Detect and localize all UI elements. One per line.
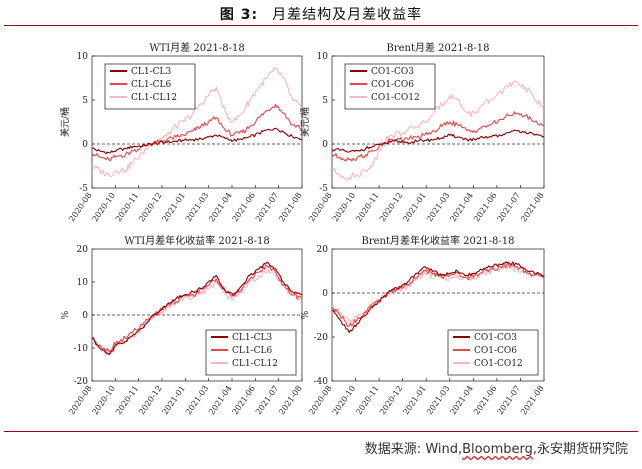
chart-title: WTI月差年化收益率 2021-8-18	[124, 234, 269, 247]
y-tick-label: 0	[82, 140, 88, 150]
y-tick-label: -20	[314, 333, 329, 343]
figure-label: 图 3:	[219, 7, 259, 23]
y-tick-label: -20	[74, 377, 89, 387]
legend-label: CO1-CO12	[371, 93, 420, 103]
x-tick-label: 2021-08	[277, 191, 303, 223]
y-tick-label: 0	[82, 311, 88, 321]
legend-label: CO1-CO3	[474, 333, 517, 343]
y-tick-label: 0	[322, 289, 328, 299]
y-tick-label: 10	[317, 52, 329, 62]
series-line-co1-co6	[332, 111, 544, 162]
legend-label: CL1-CL12	[232, 359, 278, 369]
series-line-co1-co12	[332, 80, 544, 181]
series-line-cl1-cl3	[92, 261, 302, 356]
y-tick-label: -5	[79, 184, 88, 194]
legend: CO1-CO3 CO1-CO6 CO1-CO12	[344, 63, 436, 110]
source-note: 数据来源: Wind,Bloomberg,永安期货研究院	[365, 438, 628, 457]
x-tick-label: 2021-08	[277, 384, 303, 416]
legend-label: CO1-CO3	[371, 67, 414, 77]
chart-title: Brent月差年化收益率 2021-8-18	[362, 234, 515, 247]
y-tick-label: 0	[322, 140, 328, 150]
plot-frame	[91, 55, 303, 189]
chart-title: WTI月差 2021-8-18	[149, 41, 244, 54]
chart-panel-3: WTI月差年化收益率 2021-8-18-20-1001020%2020-082…	[61, 234, 304, 416]
x-tick-label: 2021-08	[519, 384, 545, 416]
plot-frame	[331, 55, 545, 189]
x-tick-label: 2021-08	[519, 191, 545, 223]
series-line-cl1-cl3	[92, 127, 302, 155]
chart-panel-4: Brent月差年化收益率 2021-8-18-40-20020%2020-082…	[301, 234, 546, 416]
series-group	[92, 66, 302, 178]
y-tick-label: 10	[77, 52, 89, 62]
legend: CO1-CO3 CO1-CO6 CO1-CO12	[447, 329, 539, 376]
series-group	[332, 261, 544, 334]
y-tick-label: 10	[77, 278, 89, 288]
series-line-co1-co3	[332, 261, 544, 334]
source-prefix: 数据来源:	[364, 442, 422, 457]
legend-label: CO1-CO6	[474, 346, 517, 356]
y-tick-label: 5	[322, 96, 328, 106]
legend-label: CO1-CO6	[371, 80, 414, 90]
legend: CL1-CL3 CL1-CL6 CL1-CL12	[205, 329, 297, 376]
figure-title: 图 3: 月差结构及月差收益率	[0, 4, 642, 24]
y-axis-label: 美元/桶	[299, 107, 311, 137]
source-main: Wind,	[425, 442, 463, 457]
y-tick-label: -10	[74, 344, 89, 354]
chart-panel-1: WTI月差 2021-8-18-50510美元/桶2020-082020-102…	[59, 41, 304, 223]
y-axis-label: 美元/桶	[59, 107, 71, 137]
plot-frame	[331, 248, 545, 382]
y-axis-label: %	[301, 310, 311, 319]
series-line-cl1-cl6	[92, 103, 302, 162]
y-tick-label: -40	[314, 377, 329, 387]
source-underlined: Bloomberg	[462, 442, 533, 457]
series-line-co1-co3	[332, 129, 544, 153]
legend: CL1-CL3 CL1-CL6 CL1-CL12	[104, 63, 196, 110]
chart-title: Brent月差 2021-8-18	[387, 41, 490, 54]
series-group	[332, 80, 544, 181]
legend-label: CL1-CL6	[131, 80, 171, 90]
source-suffix: ,永安期货研究院	[532, 442, 628, 457]
y-axis-label: %	[61, 310, 71, 319]
legend-label: CL1-CL12	[131, 93, 177, 103]
series-line-cl1-cl12	[92, 66, 302, 178]
series-group	[92, 261, 302, 357]
legend-label: CL1-CL6	[232, 346, 272, 356]
chart-panel-2: Brent月差 2021-8-18-50510美元/桶2020-082020-1…	[299, 41, 546, 223]
bottom-rule	[4, 431, 638, 432]
y-tick-label: -5	[319, 184, 328, 194]
legend-label: CL1-CL3	[232, 333, 272, 343]
top-rule	[4, 25, 638, 26]
figure-title-text: 月差结构及月差收益率	[272, 7, 423, 23]
y-tick-label: 20	[317, 245, 329, 255]
legend-label: CL1-CL3	[131, 67, 171, 77]
y-tick-label: 5	[82, 96, 88, 106]
y-tick-label: 20	[77, 245, 89, 255]
legend-label: CO1-CO12	[474, 359, 523, 369]
